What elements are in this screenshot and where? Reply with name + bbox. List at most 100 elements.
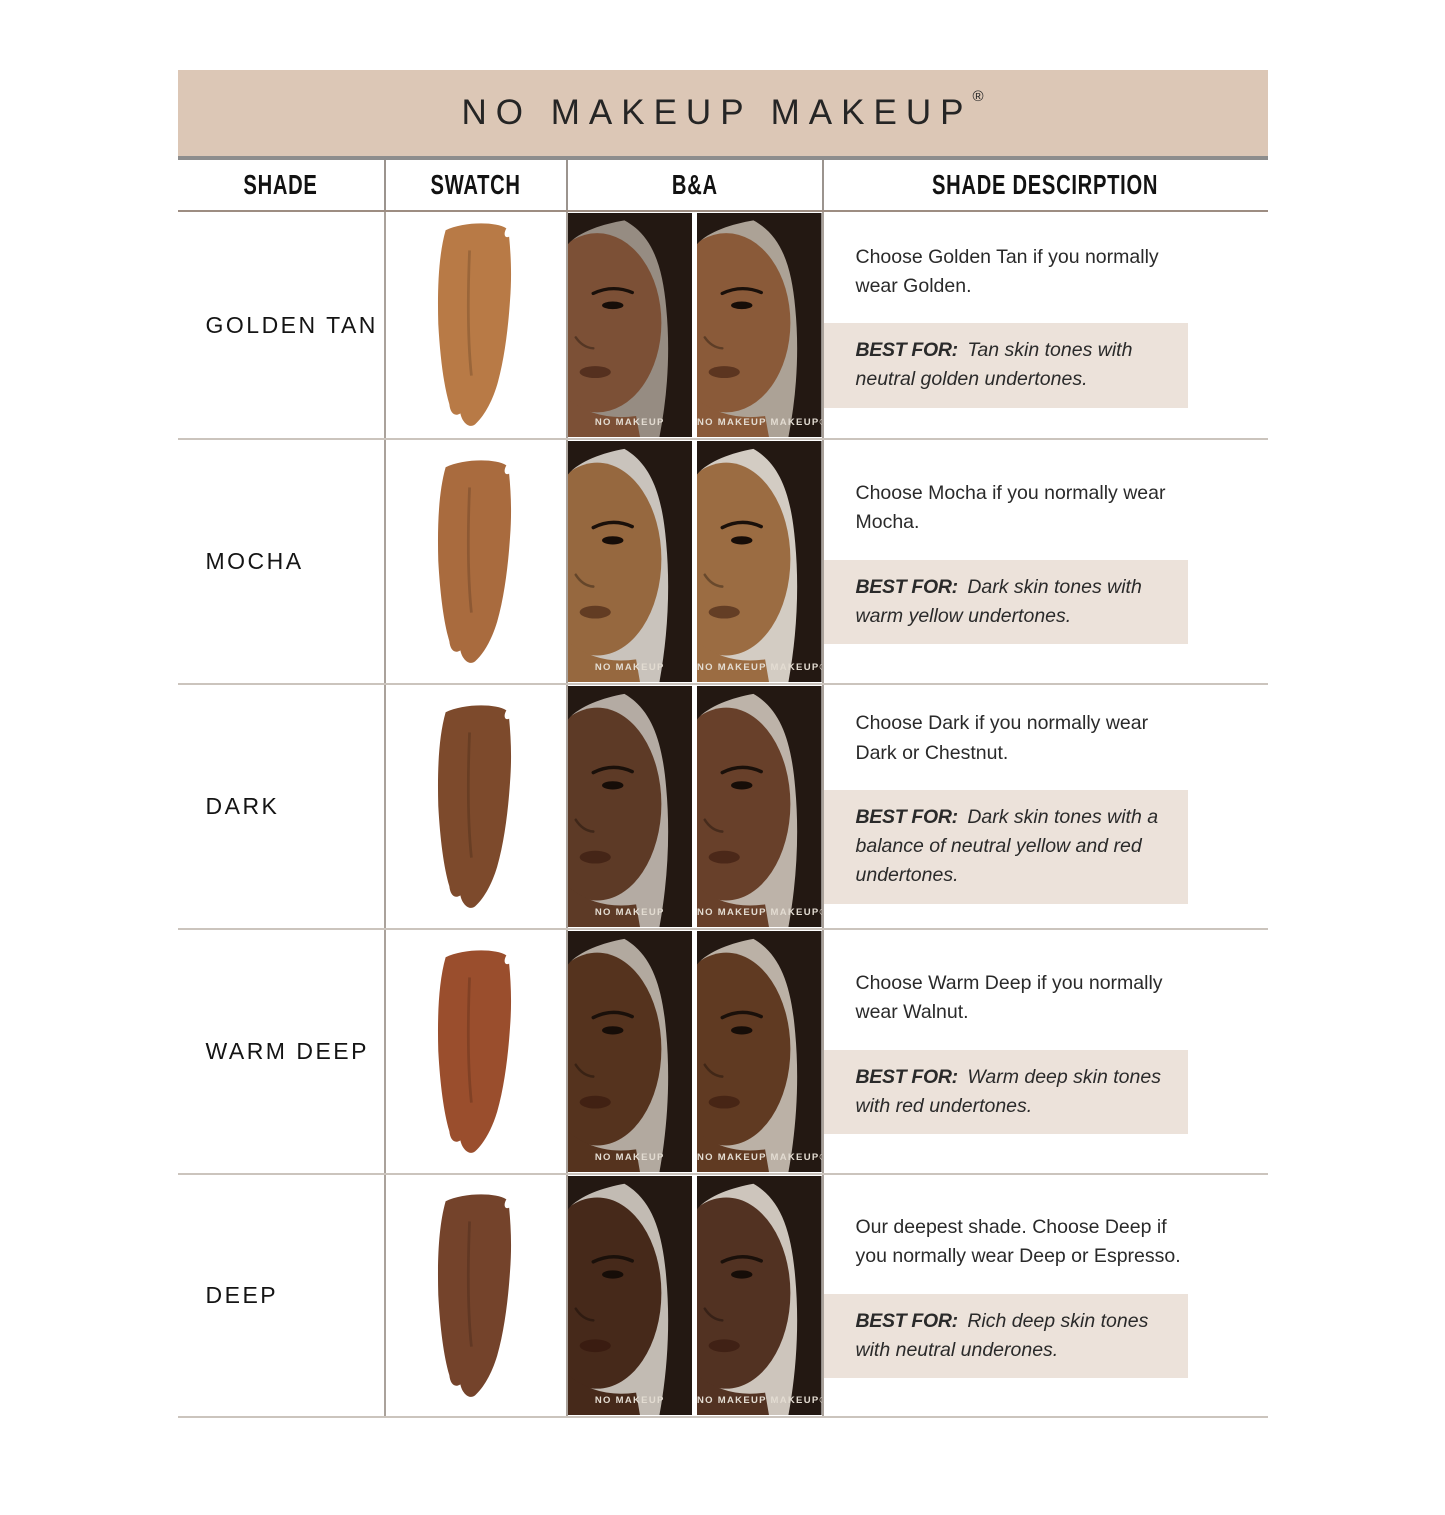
before-face-illustration [567,931,692,1172]
best-for-label: BEST FOR: [855,575,959,598]
shade-description-cell: Choose Golden Tan if you normally wear G… [823,212,1268,438]
swatch-cell [386,440,568,683]
before-after-cell: NO MAKEUP NO MAKEUP MAKEUP® [567,930,824,1173]
after-photo-label: NO MAKEUP MAKEUP® [697,662,822,673]
table-row: DEEP NO MAKEUP [177,1175,1268,1418]
best-for-text: Dark skin tones with a balance of neutra… [855,805,1159,887]
before-after-cell: NO MAKEUP NO MAKEUP MAKEUP® [567,440,824,683]
before-after-cell: NO MAKEUP NO MAKEUP MAKEUP® [567,1175,824,1416]
title-banner: NO MAKEUP MAKEUP® [177,70,1268,160]
hair-shape [567,931,692,1172]
hair-shape [697,1176,822,1415]
registered-mark: ® [972,88,984,106]
column-header-label: SHADE DESCIRPTION [932,169,1159,200]
foundation-swatch [437,949,511,1153]
shade-description-cell: Our deepest shade. Choose Deep if you no… [823,1175,1268,1416]
hair-shape [567,441,692,682]
swatch-crease [466,250,473,376]
swatch-smear [437,223,511,426]
best-for-text: Tan skin tones with neutral golden under… [855,339,1133,391]
choose-text: Choose Golden Tan if you normally wear G… [855,245,1159,297]
before-photo-label: NO MAKEUP [594,417,665,428]
best-for-label: BEST FOR: [855,1309,959,1332]
after-face-illustration [697,1176,822,1415]
choose-text: Choose Warm Deep if you normally wear Wa… [855,972,1163,1024]
swatch-smear [437,1193,511,1397]
before-photo: NO MAKEUP [567,686,692,927]
before-photo: NO MAKEUP [567,1176,692,1415]
choose-text: Choose Dark if you normally wear Dark or… [855,712,1149,764]
best-for-label: BEST FOR: [855,339,959,361]
hair-shape [567,213,692,437]
column-header-swatch: SWATCH [386,160,568,210]
shade-description-cell: Choose Mocha if you normally wear Mocha.… [823,440,1268,683]
hair-shape [697,213,822,437]
before-photo-label: NO MAKEUP [594,1395,665,1406]
swatch-cell [386,212,568,438]
table-row: WARM DEEP NO MAKEUP [177,930,1268,1175]
shade-name: MOCHA [205,548,304,574]
shade-name: GOLDEN TAN [205,311,378,338]
after-face-illustration [697,441,822,682]
swatch-smear [437,949,511,1153]
hair-shape [697,441,822,682]
after-photo: NO MAKEUP MAKEUP® [697,686,822,927]
hair-shape [697,931,822,1172]
after-face-illustration [697,686,822,927]
best-for-callout: BEST FOR: Warm deep skin tones with red … [823,1049,1188,1134]
after-photo-label: NO MAKEUP MAKEUP® [697,1395,822,1406]
shade-cell: GOLDEN TAN [178,212,386,438]
after-photo-label: NO MAKEUP MAKEUP® [697,1152,822,1163]
foundation-swatch [437,704,511,908]
shade-chart: NO MAKEUP MAKEUP® SHADE SWATCH B&A SHADE… [177,70,1268,1418]
before-photo: NO MAKEUP [567,931,692,1172]
swatch-smear [437,704,511,908]
best-for-callout: BEST FOR: Tan skin tones with neutral go… [823,323,1188,408]
column-header-label: SHADE [243,169,318,200]
after-photo-label: NO MAKEUP MAKEUP® [697,907,822,918]
shade-cell: MOCHA [178,440,386,683]
after-photo-label: NO MAKEUP MAKEUP® [697,417,822,428]
before-face-illustration [567,686,692,927]
hair-shape [697,686,822,927]
before-photo-label: NO MAKEUP [594,1152,665,1163]
table-row: GOLDEN TAN NO MAKEUP [177,212,1268,440]
before-photo: NO MAKEUP [567,213,692,437]
foundation-swatch [437,223,511,426]
before-after-cell: NO MAKEUP NO MAKEUP MAKEUP® [567,212,824,438]
shade-name: DEEP [205,1282,279,1308]
shade-cell: WARM DEEP [178,930,386,1173]
column-header-ba: B&A [568,160,824,210]
column-header-label: SWATCH [430,169,521,200]
best-for-callout: BEST FOR: Dark skin tones with a balance… [823,789,1188,904]
before-photo-label: NO MAKEUP [594,662,665,673]
shade-name: WARM DEEP [205,1038,369,1064]
choose-text: Choose Mocha if you normally wear Mocha. [855,482,1166,534]
swatch-crease [466,976,473,1103]
table-row: DARK NO MAKEUP [177,685,1268,930]
column-header-shade: SHADE [178,160,386,210]
shade-cell: DEEP [178,1175,386,1416]
before-photo-label: NO MAKEUP [594,907,665,918]
column-header-label: B&A [671,169,718,200]
column-header-description: SHADE DESCIRPTION [824,160,1268,210]
best-for-callout: BEST FOR: Dark skin tones with warm yell… [823,559,1188,644]
shade-description-cell: Choose Warm Deep if you normally wear Wa… [823,930,1268,1173]
best-for-label: BEST FOR: [855,805,959,828]
before-photo: NO MAKEUP [567,441,692,682]
swatch-crease [466,1220,473,1347]
best-for-text: Dark skin tones with warm yellow underto… [855,575,1142,627]
choose-text: Our deepest shade. Choose Deep if you no… [855,1216,1181,1268]
brand-title: NO MAKEUP MAKEUP® [461,88,984,133]
foundation-swatch [437,459,511,663]
brand-title-text: NO MAKEUP MAKEUP [461,93,973,132]
before-face-illustration [567,1176,692,1415]
swatch-cell [386,930,568,1173]
after-face-illustration [697,931,822,1172]
swatch-cell [386,685,568,928]
before-face-illustration [567,441,692,682]
after-face-illustration [697,213,822,437]
swatch-crease [466,731,473,858]
swatch-smear [437,459,511,663]
swatch-crease [466,486,473,613]
